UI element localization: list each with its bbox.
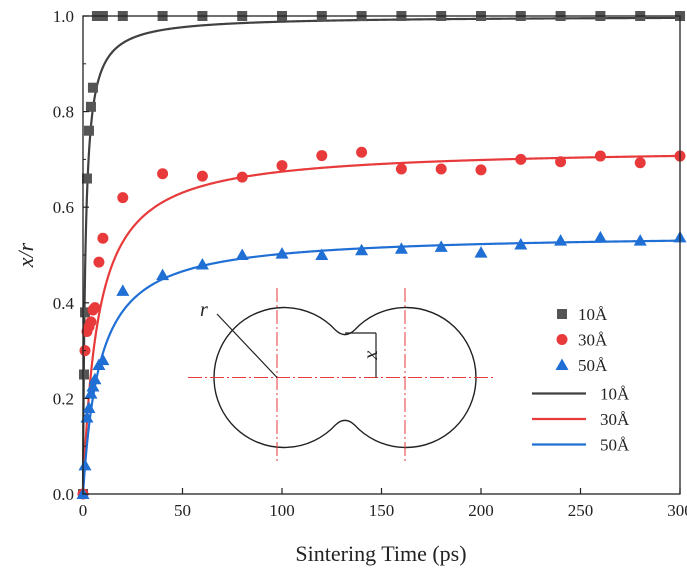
data-point-square	[78, 369, 89, 380]
data-point-triangle	[82, 401, 96, 413]
legend-label: 50Å	[600, 436, 630, 455]
inset-label-r: r	[200, 299, 208, 321]
y-tick-label: 0.2	[53, 389, 74, 408]
data-point-circle	[276, 160, 288, 172]
data-point-circle	[634, 157, 646, 169]
data-point-circle	[97, 232, 109, 244]
x-tick-label: 250	[568, 501, 594, 520]
data-point-triangle	[235, 248, 249, 260]
data-point-triangle	[514, 237, 528, 250]
legend-marker-triangle	[555, 358, 569, 370]
neck-inset-diagram: r x	[188, 288, 494, 462]
data-point-square	[81, 173, 92, 184]
data-point-circle	[356, 146, 368, 158]
data-point-triangle	[434, 240, 448, 252]
data-point-circle	[594, 150, 606, 162]
data-point-square	[79, 307, 90, 318]
legend-label: 10Å	[600, 385, 630, 404]
legend-marker-circle	[556, 334, 568, 345]
data-point-triangle	[80, 411, 94, 423]
x-tick-label: 100	[269, 501, 295, 520]
legend-label: 10Å	[578, 305, 608, 324]
x-tick-label: 0	[79, 501, 88, 520]
data-point-triangle	[88, 372, 102, 385]
x-tick-label: 200	[468, 501, 494, 520]
data-point-triangle	[633, 234, 647, 246]
y-tick-label: 0.4	[53, 294, 75, 313]
data-point-triangle	[195, 258, 209, 270]
data-point-triangle	[315, 248, 329, 260]
x-axis-title: Sintering Time (ps)	[295, 541, 466, 566]
data-point-square	[87, 82, 98, 93]
data-point-triangle	[394, 242, 408, 254]
inset-label-x: x	[360, 350, 382, 360]
data-point-triangle	[78, 458, 92, 471]
data-point-circle	[157, 168, 169, 180]
y-tick-label: 0.0	[53, 485, 74, 504]
x-tick-label: 50	[174, 501, 191, 520]
data-point-triangle	[86, 379, 100, 392]
data-point-circle	[475, 164, 487, 176]
data-point-triangle	[96, 353, 110, 366]
legend-marker-square	[557, 309, 567, 319]
data-point-circle	[395, 163, 407, 175]
data-point-triangle	[275, 247, 289, 259]
data-point-circle	[85, 316, 97, 328]
data-point-circle	[93, 256, 105, 268]
data-point-circle	[555, 156, 567, 168]
data-point-triangle	[474, 246, 488, 258]
legend: 10Å 30Å 50Å 10Å 30Å 50Å	[532, 305, 630, 455]
x-tick-label: 150	[369, 501, 395, 520]
data-point-triangle	[84, 387, 98, 399]
y-tick-label: 1.0	[53, 7, 74, 26]
data-point-square	[83, 125, 94, 136]
legend-label: 30Å	[578, 331, 608, 350]
data-point-triangle	[355, 243, 369, 256]
data-point-triangle	[156, 268, 170, 281]
x-tick-label: 300	[667, 501, 687, 520]
data-point-circle	[435, 163, 447, 175]
data-point-triangle	[116, 284, 130, 296]
legend-label: 30Å	[600, 410, 630, 429]
legend-label: 50Å	[578, 356, 608, 375]
data-point-circle	[89, 302, 101, 314]
y-tick-label: 0.6	[53, 198, 74, 217]
y-axis-title: x/r	[13, 242, 38, 268]
data-point-circle	[196, 170, 208, 182]
data-point-circle	[316, 150, 328, 162]
y-tick-label: 0.8	[53, 103, 74, 122]
fit-line-10A	[81, 16, 681, 494]
axes: 0 50 100 150 200 250 300 0.0 0.2 0.4 0.6 0.8 1.0	[53, 7, 687, 520]
data-point-square	[85, 101, 96, 112]
data-point-circle	[515, 153, 527, 165]
inset-two-sphere-outline	[213, 306, 477, 449]
data-point-triangle	[593, 230, 607, 243]
data-point-circle	[117, 192, 129, 204]
fit-line-30A	[81, 154, 681, 495]
data-point-triangle	[554, 234, 568, 246]
data-point-circle	[236, 171, 248, 183]
inset-radius-line	[216, 313, 278, 378]
